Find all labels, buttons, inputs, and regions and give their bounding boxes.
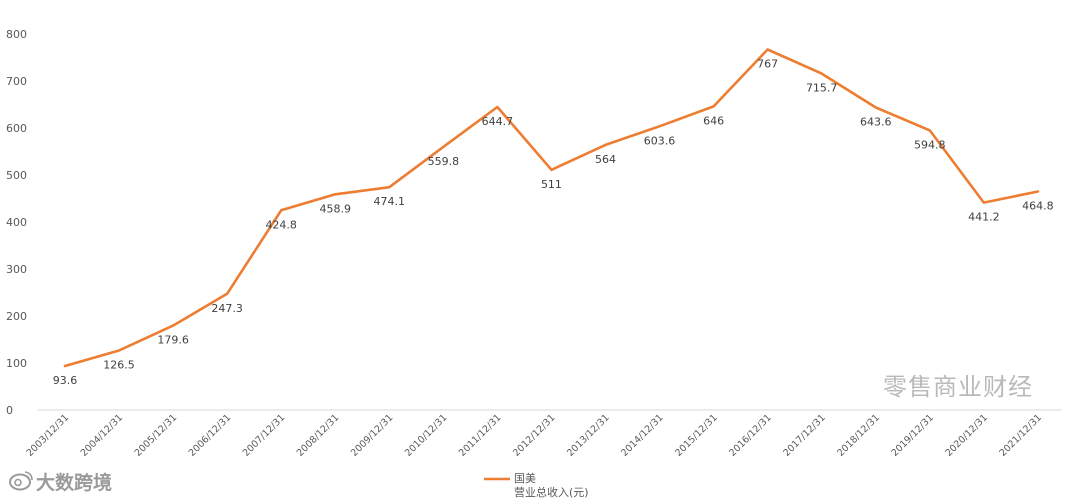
- legend-series-name: 国美: [514, 472, 536, 485]
- x-tick-label: 2015/12/31: [673, 412, 720, 459]
- data-label: 643.6: [860, 116, 892, 129]
- data-labels: 93.6 126.5 179.6 247.3 424.8 458.9 474.1 559.8 6…: [53, 58, 1054, 387]
- y-tick-label: 600: [6, 122, 27, 135]
- legend-series-metric: 营业总收入(元): [514, 485, 589, 499]
- x-tick-label: 2010/12/31: [403, 412, 450, 459]
- x-tick-label: 2009/12/31: [349, 412, 396, 459]
- data-label: 464.8: [1022, 200, 1054, 213]
- data-label: 441.2: [968, 211, 1000, 224]
- brand-logo: 大数跨境: [9, 471, 112, 494]
- data-label: 458.9: [320, 202, 352, 215]
- x-tick-label: 2011/12/31: [457, 412, 504, 459]
- data-label: 564: [595, 153, 616, 166]
- y-tick-label: 500: [6, 169, 27, 182]
- data-label: 559.8: [428, 155, 460, 168]
- data-label: 126.5: [103, 359, 135, 372]
- y-axis-ticks: 0 100 200 300 400 500 600 700 800: [6, 28, 27, 417]
- data-label: 646: [703, 114, 724, 127]
- brand-name: 大数跨境: [36, 471, 112, 494]
- watermark: 零售商业财经: [883, 373, 1033, 401]
- data-label: 93.6: [53, 374, 78, 387]
- data-label: 474.1: [374, 195, 406, 208]
- x-axis-ticks: 2003/12/31 2004/12/31 2005/12/31 2006/12/31…: [25, 412, 1044, 459]
- data-label: 594.8: [914, 138, 946, 151]
- data-label: 644.7: [482, 115, 514, 128]
- x-tick-label: 2007/12/31: [241, 412, 288, 459]
- weibo-icon: [9, 471, 33, 491]
- x-tick-label: 2004/12/31: [79, 412, 126, 459]
- x-tick-label: 2020/12/31: [943, 412, 990, 459]
- x-tick-label: 2012/12/31: [511, 412, 558, 459]
- data-label: 511: [541, 178, 562, 191]
- x-tick-label: 2017/12/31: [781, 412, 828, 459]
- x-tick-label: 2016/12/31: [727, 412, 774, 459]
- x-tick-label: 2003/12/31: [25, 412, 72, 459]
- y-tick-label: 100: [6, 357, 27, 370]
- y-tick-label: 400: [6, 216, 27, 229]
- data-label: 424.8: [265, 218, 297, 231]
- x-tick-label: 2014/12/31: [619, 412, 666, 459]
- series-line: [63, 48, 1040, 368]
- x-tick-label: 2018/12/31: [835, 412, 882, 459]
- x-tick-label: 2019/12/31: [889, 412, 936, 459]
- data-label: 715.7: [806, 82, 838, 95]
- data-label: 179.6: [157, 334, 189, 347]
- x-tick-label: 2008/12/31: [295, 412, 342, 459]
- y-tick-label: 300: [6, 263, 27, 276]
- x-tick-label: 2005/12/31: [133, 412, 180, 459]
- legend: 国美 营业总收入(元): [484, 472, 589, 499]
- x-tick-label: 2006/12/31: [187, 412, 234, 459]
- y-tick-label: 200: [6, 310, 27, 323]
- y-tick-label: 800: [6, 28, 27, 41]
- data-label: 603.6: [644, 134, 676, 147]
- x-tick-label: 2021/12/31: [998, 412, 1045, 459]
- y-tick-label: 0: [6, 404, 13, 417]
- data-label: 247.3: [211, 302, 243, 315]
- y-tick-label: 700: [6, 75, 27, 88]
- x-tick-label: 2013/12/31: [565, 412, 612, 459]
- data-label: 767: [757, 58, 778, 71]
